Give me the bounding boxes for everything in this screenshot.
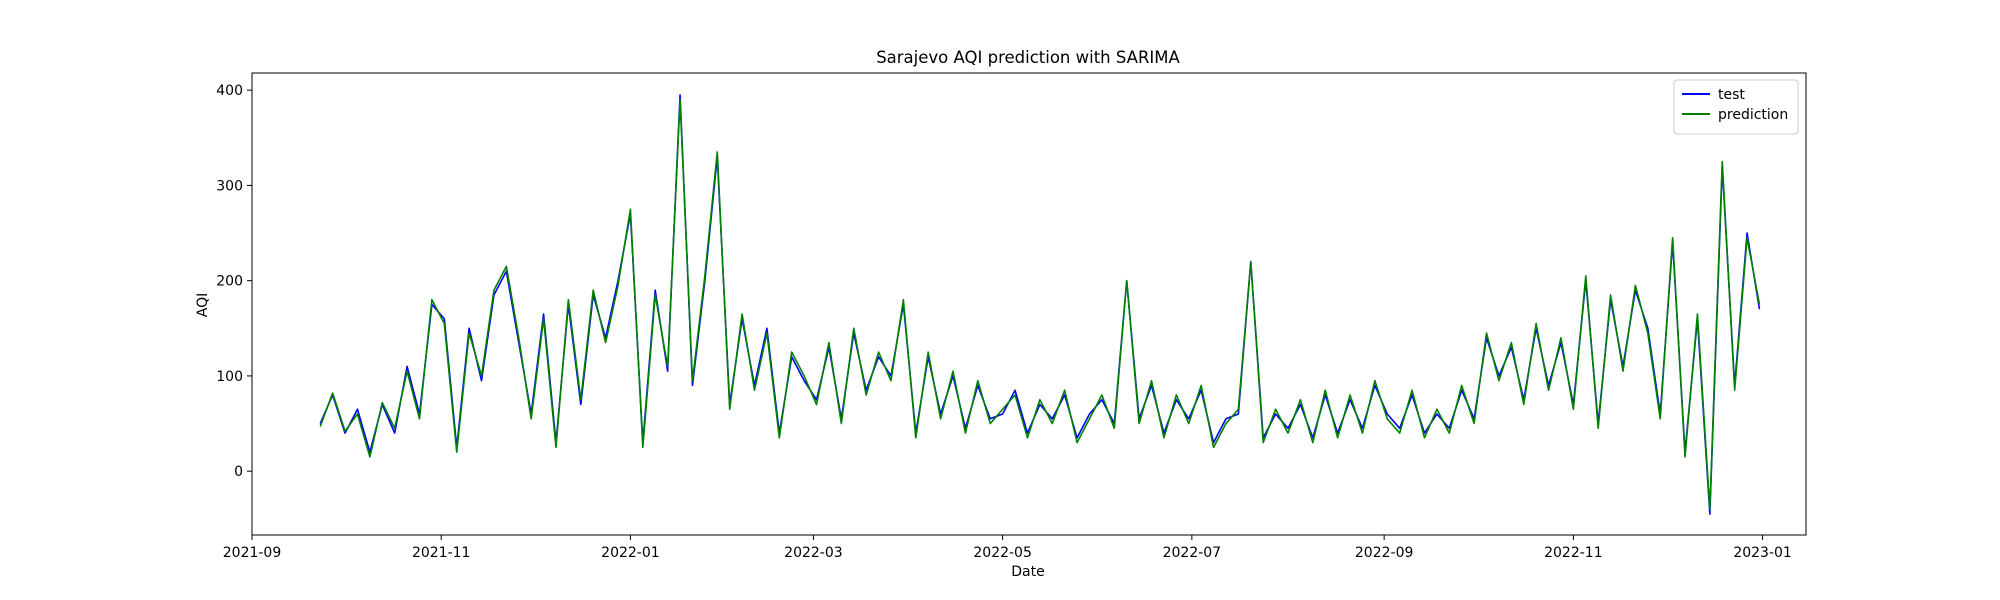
y-tick-label: 300 <box>216 178 243 194</box>
x-tick-label: 2022-05 <box>973 545 1032 561</box>
x-tick-label: 2022-01 <box>601 545 660 561</box>
x-tick-label: 2022-07 <box>1163 545 1222 561</box>
axes-layer: 2021-09 2021-11 2022-01 2022-03 2022-05 2022-… <box>216 72 1807 561</box>
x-tick-label: 2022-11 <box>1544 545 1603 561</box>
y-tick-label: 400 <box>216 83 243 99</box>
x-tick-label: 2021-11 <box>412 545 471 561</box>
x-tick-label: 2022-03 <box>784 545 843 561</box>
legend-label-prediction: prediction <box>1718 107 1788 123</box>
legend-label-test: test <box>1718 87 1745 103</box>
series-line-prediction <box>319 98 1761 511</box>
y-axis-label: AQI <box>195 293 211 317</box>
x-axis-label: Date <box>1011 564 1044 580</box>
chart-title: Sarajevo AQI prediction with SARIMA <box>876 48 1180 67</box>
y-tick-label: 100 <box>216 369 243 385</box>
x-tick-label: 2023-01 <box>1733 545 1792 561</box>
x-tick-label: 2021-09 <box>223 545 282 561</box>
plot-frame <box>251 72 1807 536</box>
series-layer <box>319 94 1761 515</box>
y-tick-label: 0 <box>234 464 243 480</box>
y-tick-label: 200 <box>216 274 243 290</box>
x-tick-label: 2022-09 <box>1355 545 1414 561</box>
legend: test prediction <box>1673 79 1799 135</box>
